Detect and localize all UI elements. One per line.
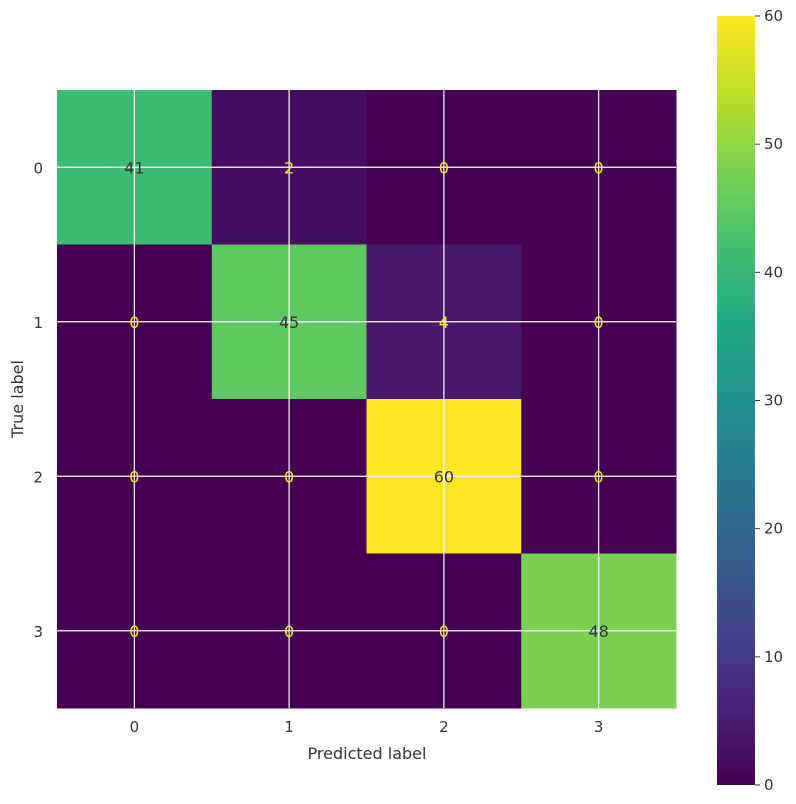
cell-value-label: 0: [594, 158, 604, 177]
cell-value-label: 45: [279, 313, 299, 332]
colorbar-tick-label: 30: [764, 392, 783, 410]
heatmap-cells: [57, 90, 677, 709]
x-tick-label: 2: [439, 718, 449, 736]
x-axis-label: Predicted label: [308, 744, 427, 763]
y-tick-label: 3: [33, 623, 43, 641]
x-axis-ticks: 0 1 2 3: [130, 718, 604, 736]
colorbar-tick-label: 10: [764, 648, 783, 666]
cell-value-label: 0: [284, 622, 294, 641]
cell-annotations: 41 2 0 0 0 45 4 0 0 0 60 0 0 0 0 48: [124, 158, 609, 641]
colorbar-ticks: 0 10 20 30 40 50 60: [755, 7, 783, 794]
cell-value-label: 2: [284, 158, 294, 177]
gridlines: [57, 90, 676, 708]
cell-value-label: 0: [594, 467, 604, 486]
cell-value-label: 0: [129, 313, 139, 332]
y-tick-label: 2: [33, 468, 43, 486]
colorbar-tick-label: 20: [764, 520, 783, 538]
x-tick-label: 3: [594, 718, 604, 736]
cell-value-label: 48: [588, 622, 608, 641]
cell-value-label: 0: [129, 467, 139, 486]
colorbar-tick-label: 0: [764, 776, 774, 794]
cell-value-label: 4: [439, 313, 449, 332]
y-tick-label: 0: [33, 159, 43, 177]
cell-value-label: 0: [439, 158, 449, 177]
cell-value-label: 0: [439, 622, 449, 641]
cell-value-label: 0: [594, 313, 604, 332]
cell-value-label: 0: [284, 467, 294, 486]
y-tick-label: 1: [33, 314, 43, 332]
colorbar-gradient: [717, 16, 755, 785]
colorbar-tick-label: 50: [764, 135, 783, 153]
cell-value-label: 60: [434, 467, 454, 486]
y-axis-ticks: 0 1 2 3: [33, 159, 43, 641]
x-tick-label: 1: [284, 718, 294, 736]
colorbar: 0 10 20 30 40 50 60: [717, 7, 783, 794]
cell-value-label: 41: [124, 158, 144, 177]
x-tick-label: 0: [130, 718, 140, 736]
colorbar-tick-label: 40: [764, 263, 783, 281]
cell-value-label: 0: [129, 622, 139, 641]
y-axis-label: True label: [8, 360, 27, 439]
colorbar-tick-label: 60: [764, 7, 783, 25]
